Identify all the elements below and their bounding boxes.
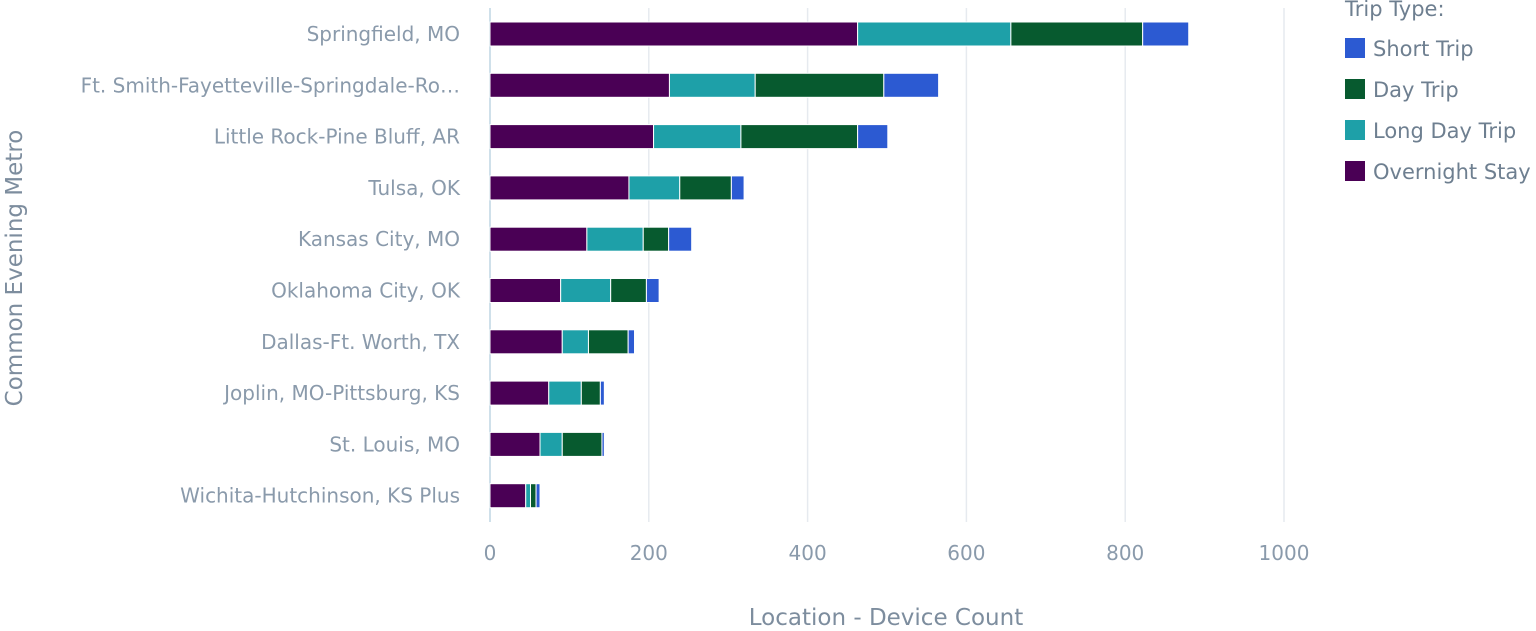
x-tick-label: 800 [1106, 541, 1144, 565]
x-tick-label: 0 [484, 541, 497, 565]
bar-segment-day-trip[interactable] [529, 483, 537, 509]
bar-segment-day-trip[interactable] [580, 380, 601, 406]
bar-segment-long-day-trip[interactable] [668, 72, 756, 98]
bar-segment-long-day-trip[interactable] [548, 380, 582, 406]
legend-item-label: Day Trip [1373, 78, 1459, 102]
y-axis-title: Common Evening Metro [2, 130, 28, 407]
legend-title: Trip Type: [1344, 0, 1445, 21]
x-tick-labels: 0 200 400 600 800 1000 [484, 541, 1310, 565]
bar-segment-overnight-stay[interactable] [489, 124, 655, 150]
legend-swatch [1345, 79, 1365, 99]
bar-segment-long-day-trip[interactable] [525, 483, 531, 509]
bar-segment-day-trip[interactable] [561, 431, 603, 457]
category-label: Wichita-Hutchinson, KS Plus [180, 484, 460, 508]
bar-segment-overnight-stay[interactable] [489, 175, 630, 201]
bar-segment-short-trip[interactable] [730, 175, 745, 201]
legend-swatch [1345, 120, 1365, 140]
legend-item-label: Short Trip [1373, 37, 1474, 61]
category-label: Ft. Smith-Fayetteville-Springdale-Ro… [81, 73, 460, 97]
bar-segment-overnight-stay[interactable] [489, 483, 527, 509]
bar-segment-long-day-trip[interactable] [628, 175, 681, 201]
bar-segment-short-trip[interactable] [668, 226, 693, 252]
bar-segment-overnight-stay[interactable] [489, 431, 541, 457]
bar-segment-long-day-trip[interactable] [857, 21, 1012, 47]
legend: Trip Type: Short Trip Day Trip Long Day Tr… [1344, 0, 1531, 184]
bar-segment-overnight-stay[interactable] [489, 278, 562, 303]
x-tick-label: 200 [630, 541, 668, 565]
bar-segment-short-trip[interactable] [601, 431, 605, 457]
legend-swatch [1345, 38, 1365, 58]
bar-segment-day-trip[interactable] [610, 278, 647, 303]
bar-segment-short-trip[interactable] [627, 329, 636, 355]
category-label: Kansas City, MO [298, 227, 460, 251]
bar-segment-overnight-stay[interactable] [489, 21, 859, 47]
bar-segment-long-day-trip[interactable] [561, 329, 589, 355]
bar-segment-long-day-trip[interactable] [560, 278, 612, 303]
bar-segment-day-trip[interactable] [740, 124, 859, 150]
bar-segment-day-trip[interactable] [1010, 21, 1144, 47]
bar-segment-day-trip[interactable] [587, 329, 629, 355]
category-label: St. Louis, MO [329, 432, 460, 456]
legend-item-label: Overnight Stay [1373, 160, 1531, 184]
bar-segment-day-trip[interactable] [679, 175, 732, 201]
x-tick-label: 400 [789, 541, 827, 565]
bar-segment-short-trip[interactable] [535, 483, 541, 509]
category-label: Tulsa, OK [367, 176, 461, 200]
bar-segment-day-trip[interactable] [754, 72, 885, 98]
bar-segment-short-trip[interactable] [1142, 21, 1190, 47]
x-axis-title: Location - Device Count [749, 605, 1023, 631]
bar-segment-short-trip[interactable] [883, 72, 940, 98]
bar-segment-long-day-trip[interactable] [586, 226, 644, 252]
bar-segment-overnight-stay[interactable] [489, 226, 588, 252]
bar-segment-day-trip[interactable] [642, 226, 670, 252]
x-tick-label: 1000 [1259, 541, 1310, 565]
bars [489, 21, 1190, 509]
bar-segment-overnight-stay[interactable] [489, 329, 563, 355]
legend-swatch [1345, 161, 1365, 181]
bar-segment-short-trip[interactable] [857, 124, 889, 150]
bar-segment-long-day-trip[interactable] [653, 124, 742, 150]
category-labels: Springfield, MO Ft. Smith-Fayetteville-Sp… [81, 22, 461, 508]
bar-segment-long-day-trip[interactable] [539, 431, 563, 457]
bar-segment-short-trip[interactable] [645, 278, 660, 303]
bar-segment-overnight-stay[interactable] [489, 380, 550, 406]
bar-segment-short-trip[interactable] [599, 380, 605, 406]
x-tick-label: 600 [947, 541, 985, 565]
bar-segment-overnight-stay[interactable] [489, 72, 670, 98]
category-label: Little Rock-Pine Bluff, AR [214, 125, 460, 149]
category-label: Oklahoma City, OK [271, 279, 461, 303]
category-label: Dallas-Ft. Worth, TX [261, 330, 460, 354]
category-label: Joplin, MO-Pittsburg, KS [222, 381, 460, 405]
legend-item-label: Long Day Trip [1373, 119, 1516, 143]
category-label: Springfield, MO [307, 22, 460, 46]
